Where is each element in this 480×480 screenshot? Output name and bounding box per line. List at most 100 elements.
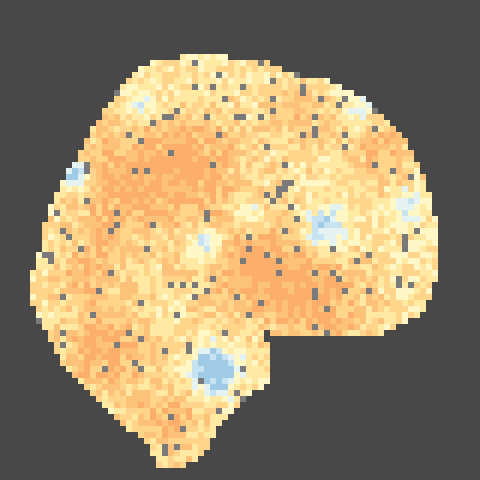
voxel [396,246,402,252]
voxel [234,252,240,258]
voxel [330,312,336,318]
voxel [90,276,96,282]
voxel [90,306,96,312]
voxel [384,270,390,276]
voxel [288,252,294,258]
voxel [180,342,186,348]
voxel [270,204,276,210]
voxel [204,438,210,444]
voxel [252,204,258,210]
voxel [414,288,420,294]
voxel [138,114,144,120]
voxel [156,282,162,288]
voxel [306,312,312,318]
voxel [198,228,204,234]
voxel [222,270,228,276]
voxel [144,102,150,108]
voxel [168,390,174,396]
voxel [270,270,276,276]
voxel [264,342,270,348]
voxel [66,312,72,318]
voxel [276,156,282,162]
voxel [168,300,174,306]
voxel [336,282,342,288]
voxel [288,162,294,168]
voxel [258,138,264,144]
voxel [330,234,336,240]
voxel [162,426,168,432]
voxel [408,252,414,258]
voxel [84,240,90,246]
voxel [228,72,234,78]
voxel [378,204,384,210]
voxel [150,450,156,456]
voxel [300,144,306,150]
voxel [264,312,270,318]
voxel [168,162,174,168]
voxel [360,324,366,330]
voxel [144,210,150,216]
voxel [192,276,198,282]
voxel [306,162,312,168]
voxel [174,360,180,366]
voxel [138,192,144,198]
voxel [246,372,252,378]
voxel [234,366,240,372]
voxel [114,168,120,174]
voxel [102,270,108,276]
voxel [420,180,426,186]
voxel [264,198,270,204]
voxel [330,294,336,300]
voxel [144,66,150,72]
voxel [138,186,144,192]
missing-voxel [204,210,210,216]
voxel [96,168,102,174]
voxel [90,144,96,150]
voxel [324,240,330,246]
voxel [108,336,114,342]
voxel [378,252,384,258]
voxel [294,222,300,228]
missing-voxel [114,342,120,348]
voxel [222,336,228,342]
voxel [108,180,114,186]
voxel [228,252,234,258]
voxel [126,138,132,144]
voxel [390,162,396,168]
voxel [354,300,360,306]
voxel [378,264,384,270]
voxel [324,180,330,186]
voxel [66,216,72,222]
voxel [252,306,258,312]
voxel [246,174,252,180]
voxel [246,180,252,186]
voxel [270,330,276,336]
voxel [48,324,54,330]
voxel [234,312,240,318]
voxel [288,264,294,270]
voxel [198,108,204,114]
missing-voxel [282,162,288,168]
voxel [348,150,354,156]
voxel [174,420,180,426]
voxel [96,270,102,276]
voxel [192,120,198,126]
voxel [240,66,246,72]
voxel [258,204,264,210]
voxel [228,378,234,384]
voxel [192,186,198,192]
voxel [84,252,90,258]
voxel [264,186,270,192]
voxel [354,132,360,138]
voxel [342,252,348,258]
missing-voxel [258,60,264,66]
voxel [114,180,120,186]
voxel [66,276,72,282]
voxel [336,84,342,90]
voxel [222,168,228,174]
voxel [372,282,378,288]
voxel [138,288,144,294]
voxel [276,240,282,246]
voxel [60,276,66,282]
voxel [354,252,360,258]
